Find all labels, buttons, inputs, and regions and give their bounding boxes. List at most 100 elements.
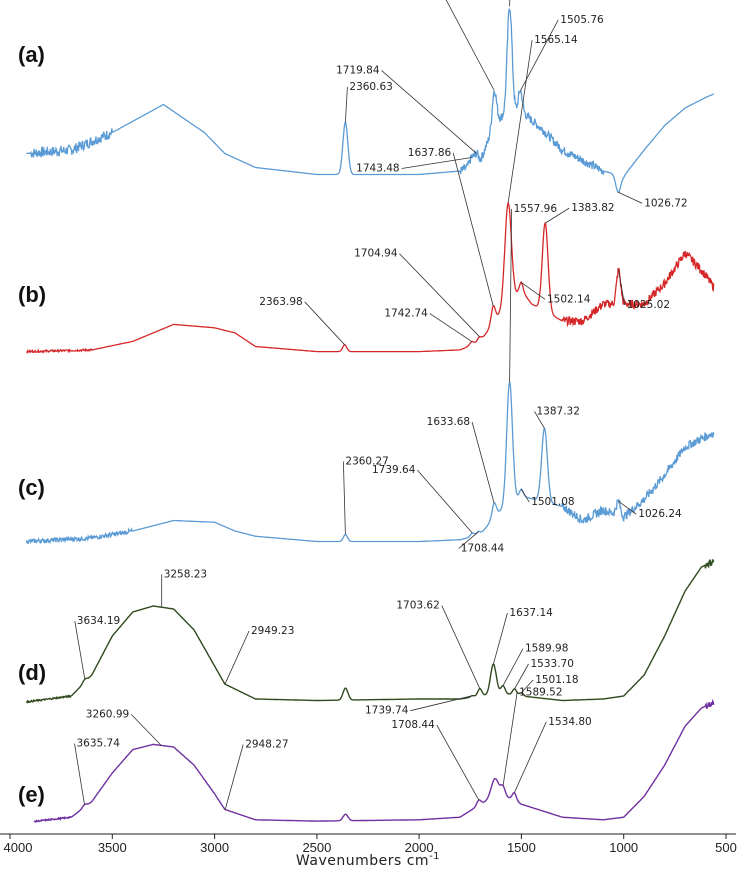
peak-label: 1534.80: [548, 716, 591, 728]
panel-label: (d): [18, 660, 46, 685]
spectrum-line: [26, 7, 714, 193]
x-tick-label: 3500: [98, 840, 127, 855]
peak-leader-line: [130, 714, 162, 746]
peak-label: 1383.82: [571, 202, 614, 214]
panel-label: (e): [18, 782, 45, 807]
peak-leader-line: [429, 313, 473, 342]
peak-leader-line: [534, 411, 545, 429]
peak-leader-line: [401, 157, 472, 169]
peak-leader-line: [74, 621, 86, 680]
peak-label: 1637.86: [408, 147, 452, 159]
peak-leader-line: [618, 191, 643, 204]
x-tick-label: 4000: [4, 840, 33, 855]
peak-label: 2360.27: [345, 456, 388, 468]
peak-label: 1703.62: [396, 600, 439, 612]
peak-label: 2949.23: [251, 625, 294, 637]
x-axis-ticks: 4000 3500 3000 2500 2000 1500 1000 500: [4, 834, 737, 855]
peak-label: 1589.52: [519, 687, 562, 699]
peak-leader-line: [513, 721, 547, 793]
peak-leader-line: [458, 531, 480, 549]
peak-label: 3634.19: [77, 615, 120, 627]
peak-leader-line: [304, 301, 345, 346]
peak-label: 1708.44: [391, 719, 435, 731]
panel-label: (a): [18, 42, 45, 67]
peak-label: 2948.27: [245, 739, 288, 751]
peak-label: 2363.98: [259, 296, 302, 308]
peak-leader-line: [399, 253, 480, 337]
peak-label: 1633.68: [427, 416, 470, 428]
peak-label: 2360.63: [349, 81, 392, 93]
peak-leader-line: [502, 692, 518, 786]
peak-leader-line: [224, 744, 244, 810]
peak-leader-line: [445, 0, 495, 91]
peak-label: 1557.96: [514, 203, 558, 215]
peak-leader-line: [224, 630, 250, 685]
spectrum-line: [25, 379, 715, 545]
peak-leader-line: [493, 612, 508, 665]
peak-leader-line: [345, 86, 348, 123]
x-axis-title-superscript: -1: [429, 851, 440, 862]
peak-label: 1742.74: [384, 308, 428, 320]
peak-label: 1025.02: [627, 299, 670, 311]
spectrum-line: [33, 698, 715, 824]
spectrum-line: [25, 201, 715, 354]
peak-leader-line: [514, 663, 529, 690]
x-tick-label: 500: [715, 840, 737, 855]
peak-label: 1502.14: [547, 293, 591, 305]
x-axis-title: Wavenumbers cm-1: [296, 851, 440, 869]
x-axis: 4000 3500 3000 2500 2000 1500 1000 500 Wavenumb…: [0, 833, 737, 869]
peak-label: 1501.18: [535, 674, 578, 686]
peak-label: 1565.14: [534, 34, 578, 46]
peak-label: 1589.98: [525, 643, 568, 655]
peak-label: 1739.74: [365, 705, 409, 717]
peak-label: 1533.70: [531, 658, 574, 670]
peak-label: 1501.08: [531, 496, 574, 508]
peak-label: 1739.64: [372, 464, 416, 476]
spectrum-panel: (a)2360.631743.481719.841633.321557.6015…: [18, 0, 714, 209]
peak-leader-line: [618, 269, 625, 306]
peak-leader-line: [74, 743, 85, 805]
x-tick-label: 1000: [609, 840, 638, 855]
peak-label: 1637.14: [509, 607, 553, 619]
peak-label: 1387.32: [537, 405, 580, 417]
peak-label: 1719.84: [336, 64, 380, 76]
peak-label: 1743.48: [356, 163, 399, 175]
peak-leader-line: [544, 207, 570, 224]
peak-leader-line: [436, 724, 480, 801]
peak-leader-line: [520, 281, 546, 300]
peak-label: 1704.94: [354, 248, 398, 260]
x-tick-label: 1500: [507, 840, 536, 855]
peak-leader-line: [502, 648, 524, 686]
peak-label: 1026.24: [638, 508, 682, 520]
peak-label: 1505.76: [560, 14, 604, 26]
peak-label: 3635.74: [77, 738, 121, 750]
spectrum-line: [25, 559, 715, 704]
panel-label: (c): [18, 475, 45, 500]
peak-label: 3258.23: [164, 568, 207, 580]
spectrum-panel: (b) 2363.98 1742.74 1704.94 1637.86 1565.14 15…: [18, 34, 715, 354]
peak-leader-line: [507, 40, 533, 204]
spectrum-panel: (e) 3635.74 3260.99 2948.27 1708.44 1589.52 15…: [18, 687, 715, 824]
peak-leader-line: [417, 469, 473, 534]
peak-leader-line: [509, 0, 511, 7]
x-tick-label: 2500: [302, 840, 331, 855]
spectra-panels: (a)2360.631743.481719.841633.321557.6015…: [18, 0, 715, 824]
peak-leader-line: [471, 421, 495, 504]
panel-label: (b): [18, 282, 46, 307]
peak-leader-line: [441, 605, 481, 689]
peak-leader-line: [452, 152, 494, 307]
peak-leader-line: [509, 208, 512, 383]
peak-label: 1026.72: [644, 197, 687, 209]
peak-leader-line: [618, 500, 637, 515]
peak-leader-line: [343, 461, 346, 535]
peak-leader-line: [520, 679, 534, 694]
peak-leader-line: [410, 695, 473, 712]
peak-label: 3260.99: [86, 708, 129, 720]
x-tick-label: 3000: [200, 840, 229, 855]
peak-leader-line: [381, 70, 477, 154]
peak-leader-line: [520, 488, 530, 503]
spectrum-panel: (d) 3634.19 3258.23 2949.23 1739.74 1703.62 16…: [18, 559, 715, 717]
peak-label: 1708.44: [461, 542, 505, 554]
